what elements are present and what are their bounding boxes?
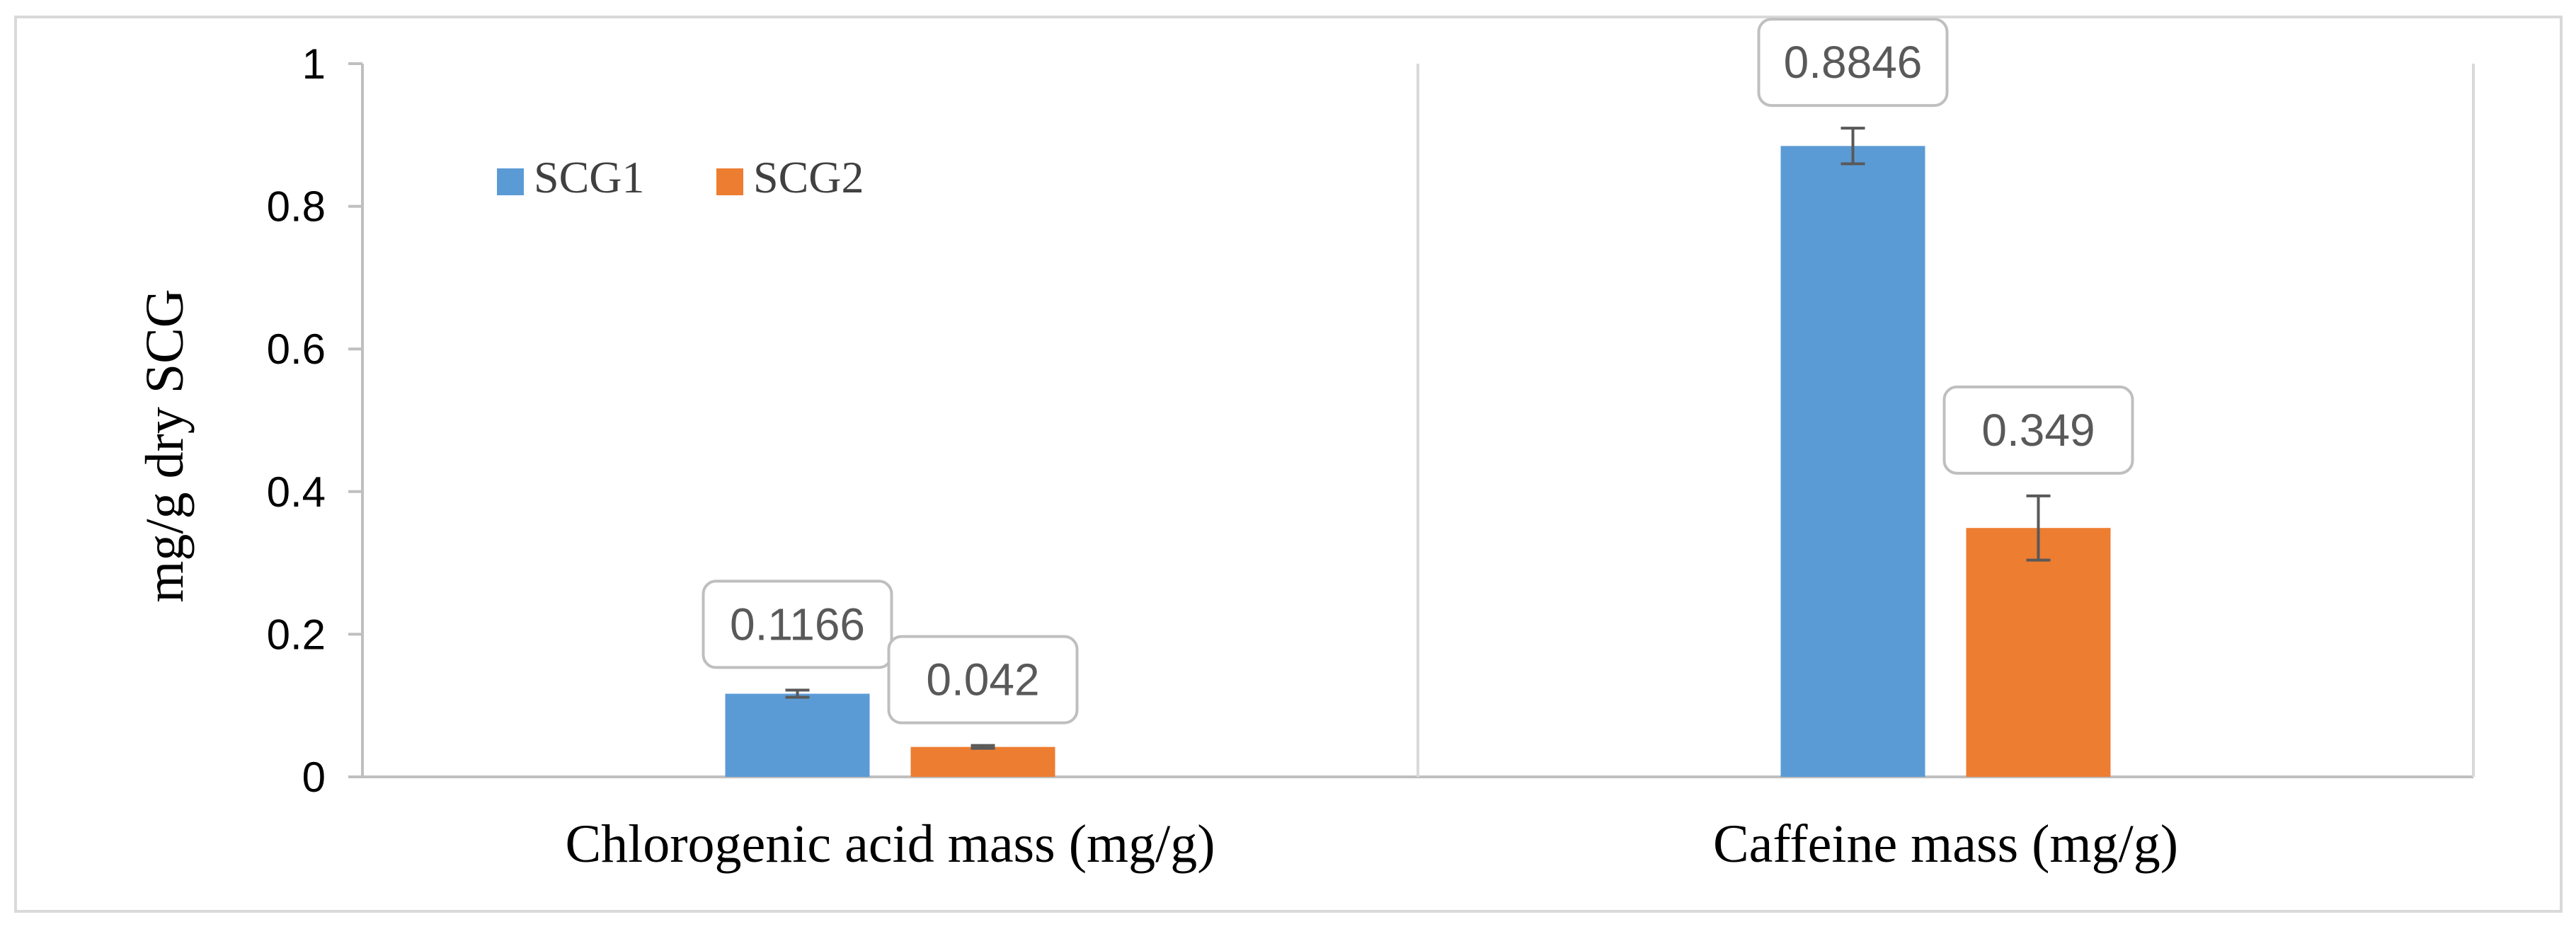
legend-label-scg1: SCG1	[534, 152, 645, 202]
bar-scg2	[1966, 528, 2111, 777]
y-axis-label: mg/g dry SCG	[135, 289, 195, 602]
y-tick-label: 0.2	[267, 611, 326, 658]
x-category-label: Caffeine mass (mg/g)	[1713, 814, 2178, 874]
y-tick-label: 0.8	[267, 183, 326, 231]
x-category-label: Chlorogenic acid mass (mg/g)	[565, 814, 1215, 874]
chart-border	[14, 16, 2563, 913]
y-tick-label: 0.4	[267, 468, 326, 516]
legend-swatch-scg1	[497, 168, 524, 195]
y-tick-label: 0	[302, 754, 326, 801]
bar-scg1	[725, 693, 870, 777]
data-label-box	[1942, 385, 2134, 475]
data-label: 0.349	[1981, 405, 2095, 456]
legend-label-scg2: SCG2	[753, 152, 864, 202]
plot-area: 0 0.2 0.4 0.6 0.8 1 Chlorogenic acid mass (mg/…	[267, 18, 2475, 874]
data-label: 0.042	[926, 654, 1039, 705]
data-label-box	[702, 579, 893, 669]
legend-swatch-scg2	[716, 168, 743, 195]
y-tick-label: 1	[302, 40, 326, 88]
data-label: 0.8846	[1784, 37, 1923, 88]
data-label-box	[887, 635, 1079, 725]
data-label: 0.1166	[730, 599, 865, 650]
data-label-box	[1757, 18, 1949, 108]
bar-scg1	[1780, 146, 1925, 778]
y-tick-label: 0.6	[267, 325, 326, 373]
bar-scg2	[910, 746, 1055, 777]
